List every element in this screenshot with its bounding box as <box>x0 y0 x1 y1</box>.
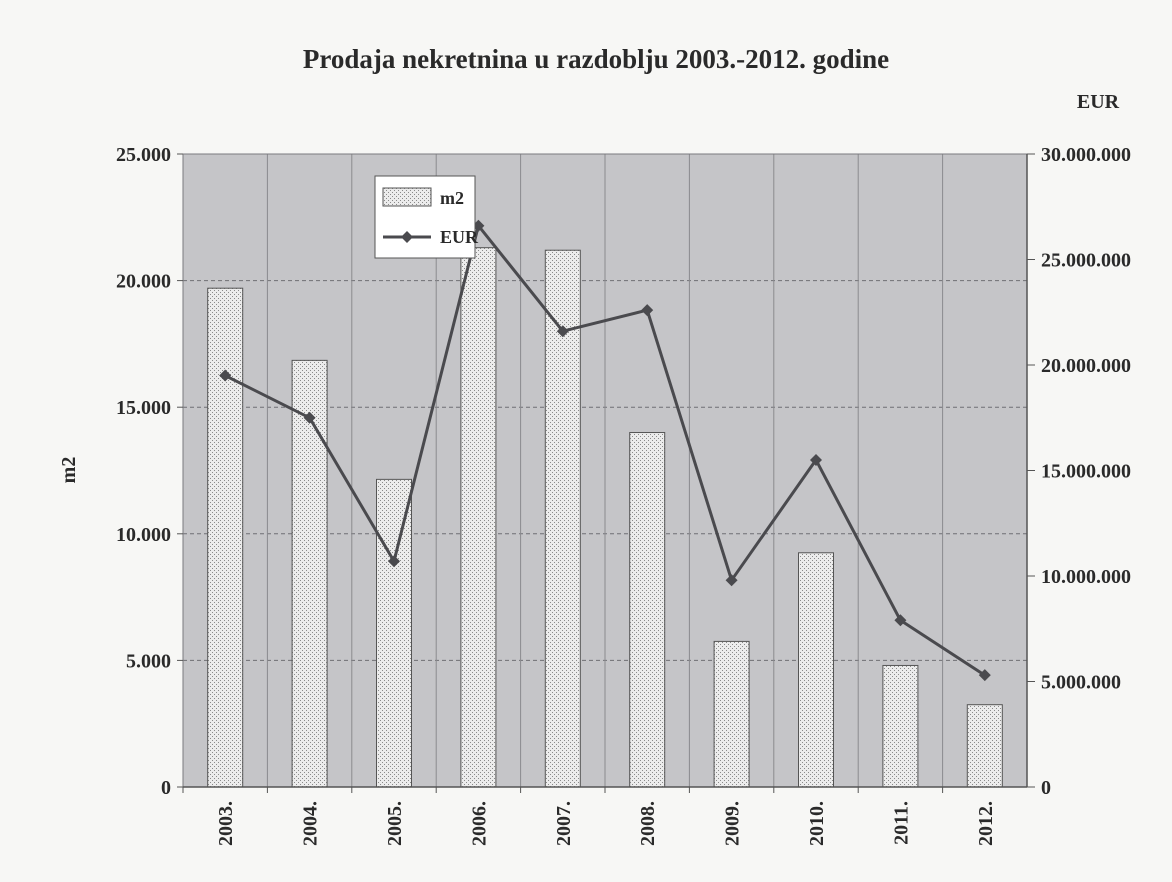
point-eur <box>810 453 822 466</box>
x-tick-label: 2009. <box>722 801 744 846</box>
right-tick-label: 10.000.000 <box>1041 566 1131 588</box>
left-tick-label: 5.000 <box>126 650 171 672</box>
right-tick-label: 15.000.000 <box>1041 461 1131 483</box>
left-tick-label: 25.000 <box>116 144 171 166</box>
bar-m2 <box>882 664 919 788</box>
point-eur <box>894 614 907 627</box>
x-tick-label: 2012. <box>975 801 997 846</box>
bar-m2 <box>544 249 581 788</box>
bar-m2 <box>966 704 1003 788</box>
bar-m2 <box>460 247 497 788</box>
axes <box>177 153 1035 793</box>
x-tick-label: 2007. <box>553 801 575 846</box>
right-tick-label: 20.000.000 <box>1041 355 1131 377</box>
legend-diamond-marker <box>401 231 413 243</box>
right-tick-label: 30.000.000 <box>1041 144 1131 166</box>
point-eur <box>219 369 232 382</box>
x-axis-ticks: 2003. 2004. 2005. 2006. 2007. 2008. 2009. 2010.… <box>215 801 997 846</box>
line-eur <box>224 224 986 677</box>
right-axis-label: EUR <box>1077 91 1120 113</box>
point-eur <box>388 555 400 568</box>
point-eur <box>303 411 316 424</box>
bar-m2 <box>376 478 412 788</box>
left-tick-label: 15.000 <box>116 397 171 419</box>
left-axis-ticks: 0 5.000 10.000 15.000 20.000 25.000 <box>116 144 171 799</box>
left-tick-label: 20.000 <box>116 271 171 293</box>
point-eur <box>725 574 738 587</box>
left-tick-label: 10.000 <box>116 524 171 546</box>
right-tick-label: 25.000.000 <box>1041 250 1131 272</box>
bar-m2 <box>629 432 666 788</box>
bar-m2 <box>207 287 244 788</box>
point-eur <box>978 669 991 682</box>
left-axis-label: m2 <box>58 457 80 484</box>
x-tick-label: 2006. <box>468 801 490 846</box>
x-tick-label: 2005. <box>384 801 406 846</box>
x-tick-label: 2003. <box>215 801 237 846</box>
point-eur <box>556 325 569 338</box>
right-axis-ticks: 0 5.000.000 10.000.000 15.000.000 20.000.000… <box>1041 144 1131 799</box>
bar-series-m2 <box>207 247 1003 788</box>
x-tick-label: 2011. <box>890 801 912 845</box>
bar-m2 <box>713 640 750 788</box>
bar-m2 <box>291 359 328 788</box>
point-eur <box>641 304 654 317</box>
bar-m2 <box>798 552 834 788</box>
x-tick-label: 2008. <box>637 801 659 846</box>
chart-title: Prodaja nekretnina u razdoblju 2003.-201… <box>303 44 889 74</box>
legend: m2 EUR <box>374 175 479 259</box>
x-tick-label: 2010. <box>806 801 828 846</box>
left-tick-label: 0 <box>161 777 171 799</box>
right-tick-label: 0 <box>1041 777 1051 799</box>
legend-bar-swatch <box>382 187 432 207</box>
legend-label-eur: EUR <box>440 227 479 247</box>
right-tick-label: 5.000.000 <box>1041 672 1121 694</box>
x-tick-label: 2004. <box>300 801 322 846</box>
legend-label-m2: m2 <box>440 188 464 208</box>
